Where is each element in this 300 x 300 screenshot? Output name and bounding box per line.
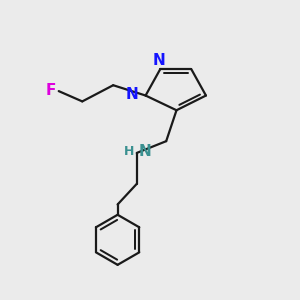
Text: N: N: [152, 52, 165, 68]
Text: N: N: [125, 87, 138, 102]
Text: N: N: [138, 144, 151, 159]
Text: F: F: [46, 83, 56, 98]
Text: H: H: [123, 145, 134, 158]
